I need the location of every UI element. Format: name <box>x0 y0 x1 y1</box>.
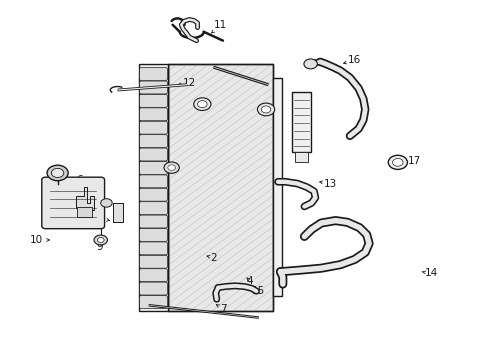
FancyBboxPatch shape <box>139 135 167 148</box>
Polygon shape <box>76 187 93 210</box>
Text: 17: 17 <box>403 156 420 166</box>
Bar <box>167 64 273 311</box>
Circle shape <box>167 165 175 171</box>
Circle shape <box>47 165 68 181</box>
Circle shape <box>392 158 402 166</box>
FancyBboxPatch shape <box>139 229 167 242</box>
Text: 11: 11 <box>211 20 227 33</box>
Circle shape <box>387 155 407 170</box>
FancyBboxPatch shape <box>139 148 167 161</box>
Text: 12: 12 <box>178 78 196 88</box>
FancyBboxPatch shape <box>139 202 167 215</box>
Text: 4: 4 <box>245 275 252 285</box>
Text: 14: 14 <box>421 269 437 279</box>
Circle shape <box>101 199 112 207</box>
FancyBboxPatch shape <box>139 68 167 81</box>
Text: 6: 6 <box>76 175 89 185</box>
FancyBboxPatch shape <box>139 282 167 295</box>
Text: 15: 15 <box>249 286 265 296</box>
Text: 2: 2 <box>206 253 216 262</box>
Circle shape <box>94 235 107 245</box>
FancyBboxPatch shape <box>139 188 167 201</box>
FancyBboxPatch shape <box>139 162 167 174</box>
Bar <box>139 64 167 311</box>
FancyBboxPatch shape <box>139 242 167 255</box>
Circle shape <box>163 162 179 173</box>
Text: 9: 9 <box>96 242 103 252</box>
Circle shape <box>197 101 207 108</box>
Text: 8: 8 <box>42 208 55 219</box>
Text: 1: 1 <box>157 163 170 173</box>
Circle shape <box>193 98 210 111</box>
Bar <box>167 64 273 311</box>
FancyBboxPatch shape <box>139 94 167 107</box>
FancyBboxPatch shape <box>139 296 167 309</box>
Circle shape <box>51 168 64 177</box>
FancyBboxPatch shape <box>139 121 167 134</box>
Text: 13: 13 <box>319 179 337 189</box>
Text: 5: 5 <box>295 138 305 148</box>
Text: 2: 2 <box>266 106 276 116</box>
Bar <box>292 92 310 152</box>
Text: 7: 7 <box>216 304 226 314</box>
FancyBboxPatch shape <box>139 269 167 282</box>
Text: 16: 16 <box>343 55 361 65</box>
Circle shape <box>97 238 104 242</box>
Circle shape <box>304 59 317 69</box>
Bar <box>294 152 307 162</box>
Text: 10: 10 <box>29 235 49 245</box>
Bar <box>273 78 281 296</box>
Circle shape <box>261 106 270 113</box>
FancyBboxPatch shape <box>41 177 104 229</box>
Bar <box>77 207 92 217</box>
Circle shape <box>257 103 274 116</box>
FancyBboxPatch shape <box>139 175 167 188</box>
FancyBboxPatch shape <box>139 108 167 121</box>
FancyBboxPatch shape <box>139 81 167 94</box>
FancyBboxPatch shape <box>139 215 167 228</box>
FancyBboxPatch shape <box>139 255 167 268</box>
Bar <box>112 203 123 222</box>
Text: 3: 3 <box>97 214 109 224</box>
